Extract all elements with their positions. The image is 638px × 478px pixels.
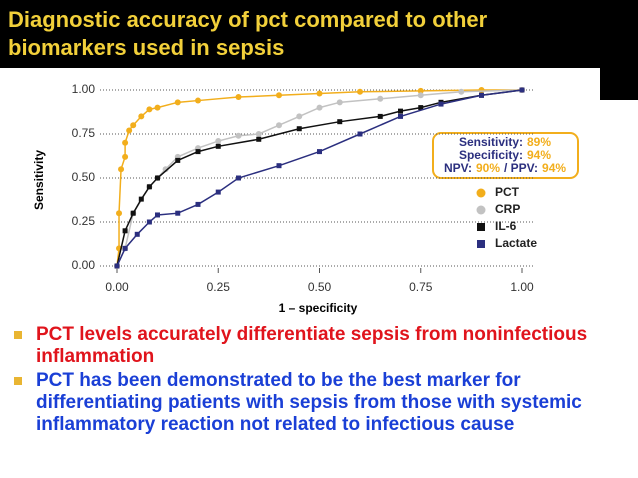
series-line <box>116 89 523 267</box>
point <box>122 139 129 146</box>
point <box>276 163 282 169</box>
x-label: 1 – specificity <box>279 301 358 315</box>
point <box>235 94 242 101</box>
point <box>122 228 128 234</box>
point <box>458 88 465 95</box>
point <box>122 245 128 251</box>
point <box>155 175 160 181</box>
point <box>215 143 221 149</box>
point <box>256 136 262 142</box>
bullet: PCT levels accurately differentiate seps… <box>36 324 588 367</box>
point <box>519 87 525 93</box>
y-tick-label: 0.75 <box>72 126 96 140</box>
point <box>377 113 383 119</box>
point <box>155 212 160 218</box>
point <box>357 88 363 95</box>
point <box>162 166 169 173</box>
x-tick-label: 0.00 <box>105 280 129 294</box>
point <box>479 92 484 98</box>
point <box>146 219 152 225</box>
y-tick-label: 0.00 <box>72 258 96 272</box>
point <box>417 92 424 99</box>
annotation-part: 94% <box>542 161 566 175</box>
point <box>296 113 303 120</box>
point <box>398 108 403 114</box>
point <box>138 113 145 120</box>
annotation: Sensitivity: 89% <box>459 135 551 149</box>
point <box>122 153 129 160</box>
point <box>478 87 485 93</box>
annotation-part: 89% <box>527 135 551 149</box>
point <box>317 149 322 155</box>
point <box>174 99 181 106</box>
point <box>215 189 221 195</box>
point <box>276 122 282 129</box>
annotation-part: Sensitivity: <box>459 135 523 149</box>
x-tick-label: 0.50 <box>308 280 332 294</box>
bullet-icon <box>14 377 22 385</box>
point <box>138 196 144 202</box>
point <box>116 210 123 217</box>
point <box>126 127 133 134</box>
point <box>418 105 424 111</box>
legend-marker <box>477 223 485 231</box>
legend-marker <box>476 188 486 198</box>
point <box>130 122 137 129</box>
annotation-part: 90% <box>476 161 500 175</box>
legend-marker <box>476 205 486 215</box>
y-tick-label: 0.50 <box>72 170 96 184</box>
annotation-part: Specificity: <box>459 148 523 162</box>
point <box>255 131 262 137</box>
decor <box>600 68 638 100</box>
point <box>114 263 120 269</box>
point <box>276 92 282 99</box>
y-tick-label: 1.00 <box>72 82 96 96</box>
annotation-part: 94% <box>527 148 551 162</box>
point <box>377 95 384 102</box>
point <box>357 131 363 137</box>
point <box>316 90 323 97</box>
annotation-part: NPV: <box>444 161 472 175</box>
x-tick-label: 1.00 <box>510 280 534 294</box>
point <box>398 113 403 119</box>
point <box>175 210 181 216</box>
point <box>146 106 153 113</box>
legend-marker <box>477 240 485 248</box>
annotation: NPV: 90% / PPV: 94% <box>444 161 566 175</box>
annotation: Specificity: 94% <box>459 148 551 162</box>
legend-label: CRP <box>495 202 520 216</box>
point <box>296 126 302 132</box>
point <box>118 166 125 173</box>
point <box>146 184 152 190</box>
point <box>195 201 201 207</box>
point <box>154 104 161 111</box>
bullet: PCT has been demonstrated to be the best… <box>36 370 582 435</box>
point <box>236 175 241 181</box>
header: Diagnostic accuracy of pct compared to o… <box>0 0 638 68</box>
point <box>337 119 343 125</box>
point <box>195 97 201 104</box>
annotation-part: / PPV: <box>504 161 538 175</box>
title: Diagnostic accuracy of pct compared to o… <box>8 7 488 60</box>
point <box>316 104 323 111</box>
point <box>175 157 181 163</box>
point <box>235 132 242 139</box>
y-tick-label: 0.25 <box>72 214 96 228</box>
point <box>130 210 136 216</box>
legend-label: Lactate <box>495 236 537 250</box>
point <box>438 101 444 107</box>
legend-label: IL-6 <box>495 219 517 233</box>
y-label: Sensitivity <box>32 150 46 210</box>
legend-label: PCT <box>495 185 520 199</box>
point <box>215 138 222 145</box>
point <box>417 87 424 94</box>
point <box>134 231 140 237</box>
point <box>195 149 201 155</box>
bullet-icon <box>14 331 22 339</box>
x-tick-label: 0.75 <box>409 280 433 294</box>
x-tick-label: 0.25 <box>207 280 231 294</box>
point <box>336 99 343 106</box>
